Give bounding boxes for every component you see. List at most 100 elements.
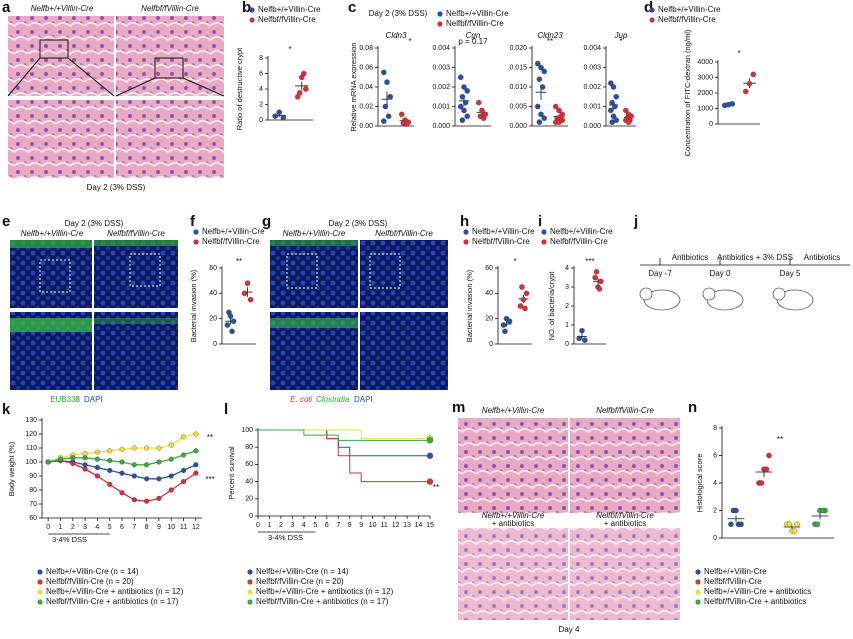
chart-subtitle: Cldn23: [537, 31, 563, 40]
panel-letter: m: [452, 399, 465, 416]
dot: [742, 88, 749, 95]
legend-label: Nelfb+/+Villin-Cre (n = 14): [46, 567, 139, 576]
dot: [559, 117, 565, 123]
annotation: ***: [585, 257, 594, 266]
legend-marker: [695, 579, 701, 585]
dot: [576, 335, 582, 342]
dot: [791, 528, 798, 534]
series-line: [258, 429, 430, 440]
point: [94, 456, 100, 462]
legend-label: Nelfb+/+Villin-Cre + antibiotics: [704, 587, 811, 596]
legend-marker: [247, 599, 253, 605]
legend-marker: [695, 569, 701, 575]
legend-label: Nelfbf/fVillin-Cre + antibiotics (n = 17…: [256, 597, 389, 606]
annotation: *: [288, 45, 291, 54]
dot: [464, 113, 470, 120]
panel-letter: c: [348, 0, 356, 16]
phase-label: Antibiotics: [672, 253, 708, 262]
legend-marker: [463, 239, 469, 245]
dot: [610, 113, 617, 120]
y-tick-label: 0.005: [509, 103, 527, 110]
histology-images: [458, 418, 680, 620]
axis: [41, 418, 202, 519]
dot: [610, 84, 617, 90]
y-tick-label: 110: [26, 445, 37, 452]
point: [131, 462, 137, 468]
schedule-diagram: [639, 258, 850, 311]
dot: [296, 90, 303, 96]
annotation: *: [737, 49, 740, 58]
y-tick-label: 0.002: [583, 84, 601, 91]
y-tick-label: 2000: [697, 90, 713, 97]
dot: [596, 286, 603, 292]
x-tick-label: 1: [59, 524, 63, 531]
dot: [758, 480, 765, 486]
point: [144, 476, 150, 482]
y-axis-label: Relative mRNA expression: [349, 42, 358, 131]
legend-label: Nelfb+/+Villin-Cre: [550, 227, 613, 236]
legend-label: Nelfb+/+Villin-Cre: [258, 5, 321, 14]
x-tick-label: 0: [46, 524, 50, 531]
dot: [582, 337, 588, 343]
point: [107, 481, 113, 487]
point: [180, 434, 187, 440]
annotation: ***: [205, 475, 214, 484]
point: [144, 445, 150, 451]
dot: [538, 64, 544, 71]
x-tick-label: 5: [108, 524, 112, 531]
dot: [763, 466, 770, 472]
legend-label: Nelfbf/fVillin-Cre: [704, 577, 762, 586]
legend-label: Nelfb+/+Villin-Cre: [704, 567, 767, 576]
legend-marker: [193, 239, 199, 245]
panel-letter: i: [538, 213, 542, 230]
dot: [536, 76, 543, 82]
y-tick-label: 0.04: [359, 84, 373, 91]
chart-subtitle: Jup: [614, 31, 628, 40]
x-tick-label: 10: [167, 524, 175, 531]
dot: [520, 296, 527, 303]
annotation: p = 0.17: [458, 37, 488, 46]
panel-letter: g: [262, 213, 271, 230]
legend-label: Nelfbf/fVillin-Cre (n = 20): [256, 577, 344, 586]
panel-letter: a: [2, 0, 11, 16]
y-tick-label: 0.002: [432, 84, 450, 91]
point: [168, 487, 174, 493]
y-tick-label: 0: [709, 121, 713, 128]
annotation: *: [408, 37, 411, 46]
dot: [556, 107, 562, 114]
y-tick-label: 60: [485, 265, 493, 272]
point: [107, 458, 113, 464]
dot: [461, 107, 467, 114]
y-axis-label: Concentration of FITC-dextran (ng/ml): [683, 29, 692, 156]
x-tick-label: 12: [392, 522, 400, 529]
x-tick-label: 11: [380, 522, 387, 529]
dot: [301, 70, 307, 77]
axis: [221, 266, 256, 345]
dot: [819, 507, 826, 514]
point: [94, 449, 100, 455]
x-tick-label: 3: [83, 524, 87, 531]
x-tick-label: 11: [180, 524, 187, 531]
y-tick-label: 0.020: [509, 45, 527, 52]
panel-letter: f: [190, 213, 196, 230]
dot: [230, 318, 237, 324]
legend-marker: [247, 589, 253, 595]
annotation: **: [236, 257, 242, 266]
legend-marker: [695, 599, 701, 605]
y-axis-label: Ratio of destructive crypt: [235, 47, 244, 130]
point: [107, 467, 113, 473]
dot: [794, 521, 800, 528]
y-tick-label: 1: [565, 322, 569, 329]
phase-label: Antibiotics + 3% DSS: [717, 253, 793, 262]
legend-label: Nelfbf/fVillin-Cre + antibiotics (n = 17…: [46, 597, 179, 606]
legend-marker: [247, 579, 253, 585]
y-tick-label: 1000: [697, 105, 713, 112]
y-tick-label: 40: [485, 290, 493, 297]
image-caption: Day 2 (3% DSS): [87, 183, 146, 192]
point: [168, 473, 174, 479]
y-tick-label: 0.001: [432, 103, 450, 110]
legend-label: Nelfbf/fVillin-Cre: [472, 237, 530, 246]
legend-label: Nelfb+/+Villin-Cre (n = 14): [256, 567, 349, 576]
y-tick-label: 3: [565, 284, 569, 291]
annotation: **: [207, 433, 213, 442]
